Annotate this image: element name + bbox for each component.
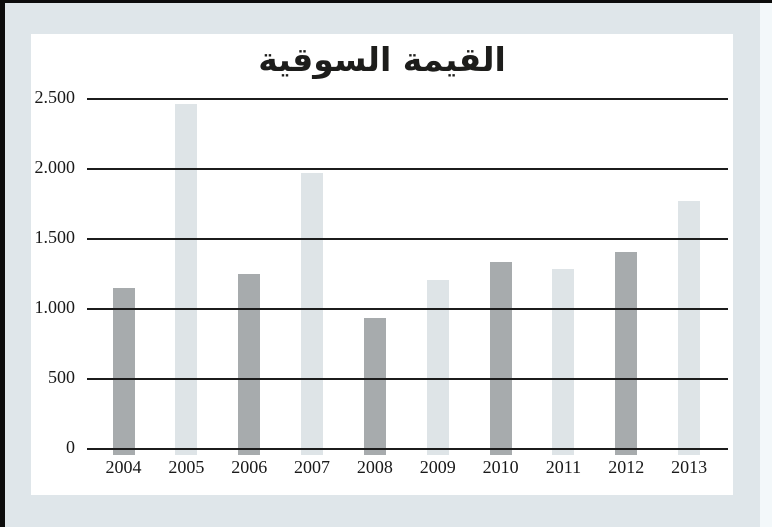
x-axis-label-2011: 2011 <box>545 457 582 477</box>
y-axis-tick-label: 500 <box>48 367 75 387</box>
bar-2004 <box>112 288 135 455</box>
gridline-1.500 <box>87 238 728 240</box>
chart-title: القيمة السوقية <box>258 40 506 79</box>
gridline-2.000 <box>87 168 728 170</box>
y-axis-tick-label: 2.500 <box>34 87 76 107</box>
x-axis-label-2004: 2004 <box>105 457 142 477</box>
x-axis-label-2006: 2006 <box>231 457 268 477</box>
bar-2011 <box>552 269 575 455</box>
bar-2013 <box>678 201 701 455</box>
x-axis-label-2010: 2010 <box>482 457 519 477</box>
bar-2006 <box>238 274 261 455</box>
scan-edge-top <box>0 0 772 3</box>
gridline-1.000 <box>87 308 728 310</box>
x-axis-label-2007: 2007 <box>294 457 331 477</box>
x-axis-label-2012: 2012 <box>608 457 645 477</box>
y-axis-tick-label: 2.000 <box>34 157 76 177</box>
y-axis-tick-label: 0 <box>66 437 75 457</box>
gridline-0 <box>87 448 728 450</box>
scan-edge-right <box>760 0 772 527</box>
chart-panel: القيمة السوقية 0 500 1.000 1.500 2.000 2.500 2… <box>31 34 733 495</box>
bar-2010 <box>489 262 512 455</box>
x-axis-label-2005: 2005 <box>168 457 205 477</box>
bar-2012 <box>615 252 638 455</box>
x-axis-label-2009: 2009 <box>419 457 456 477</box>
bar-2005 <box>175 103 198 455</box>
x-axis-label-2008: 2008 <box>356 457 393 477</box>
plot-area: 0 500 1.000 1.500 2.000 2.500 2004 2005 2006 2007… <box>35 87 728 477</box>
bar-2008 <box>363 318 386 455</box>
bar-2009 <box>426 280 449 455</box>
y-axis-tick-label: 1.000 <box>34 297 76 317</box>
gridline-500 <box>87 378 728 380</box>
bar-2007 <box>301 173 324 455</box>
scan-edge-left <box>0 0 5 527</box>
gridline-2.500 <box>87 98 728 100</box>
y-axis-tick-label: 1.500 <box>34 227 76 247</box>
x-axis-label-2013: 2013 <box>671 457 708 477</box>
